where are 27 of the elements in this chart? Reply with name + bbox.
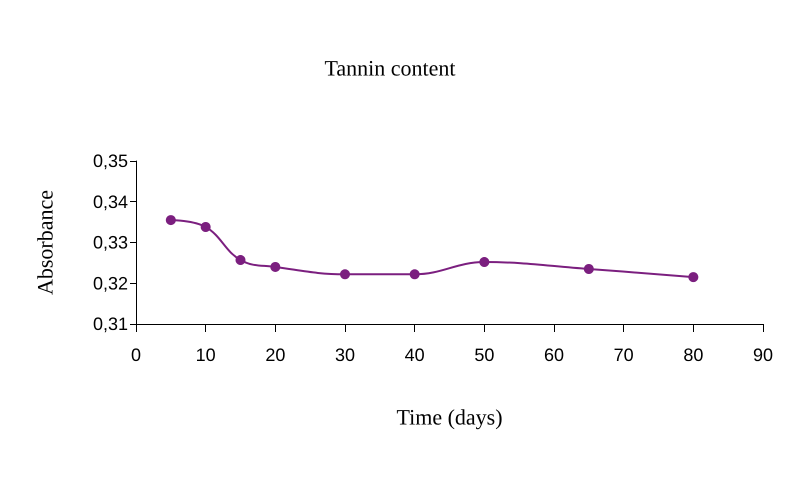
x-tick-label: 80 [683, 345, 704, 365]
x-tick-label: 20 [265, 345, 286, 365]
x-tick-label: 70 [614, 345, 634, 365]
chart-title: Tannin content [324, 56, 456, 80]
point [584, 264, 594, 274]
y-tick-label: 0,34 [92, 192, 128, 212]
x-tick-label: 0 [130, 345, 142, 365]
x-tick-label: 30 [334, 345, 356, 365]
point [236, 255, 246, 266]
y-tick-label: 0,35 [92, 151, 128, 171]
point [410, 269, 420, 280]
point [200, 222, 211, 232]
y-tick-label: 0,33 [92, 232, 128, 252]
point [688, 272, 698, 282]
x-tick-label: 50 [474, 345, 494, 365]
x-tick-label: 40 [404, 345, 425, 365]
point [270, 262, 280, 272]
point [479, 257, 490, 268]
y-tick-label: 0,31 [92, 314, 128, 334]
x-tick-label: 90 [752, 345, 774, 365]
point [166, 215, 176, 226]
y-axis-title: Absorbance [32, 190, 58, 296]
x-tick-label: 10 [196, 345, 216, 365]
point [340, 269, 350, 280]
x-tick-label: 60 [544, 345, 564, 365]
y-tick-label: 0,32 [92, 273, 128, 294]
x-axis-title: Time (days) [396, 404, 503, 430]
